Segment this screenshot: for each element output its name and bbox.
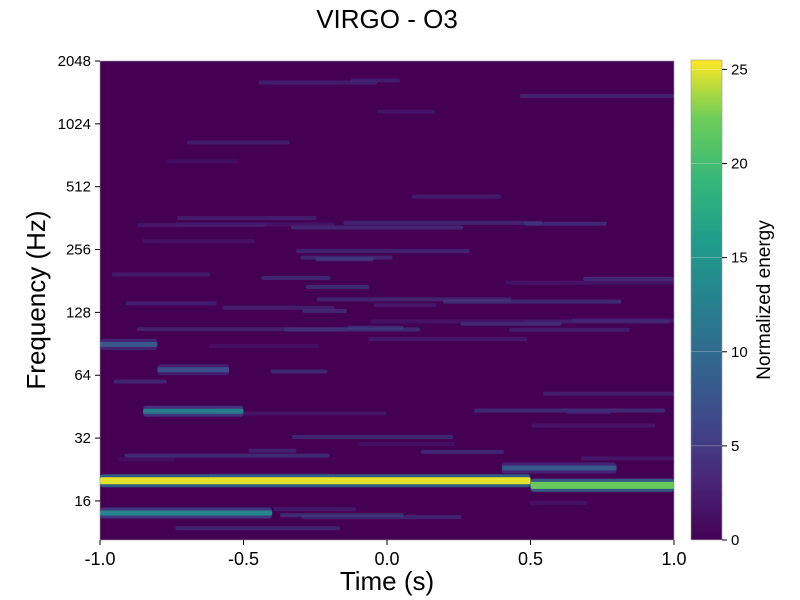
x-tick-label: -1.0 (84, 549, 115, 569)
texture-band (316, 297, 512, 302)
texture-band (542, 391, 674, 396)
y-tick-label: 16 (74, 493, 91, 510)
x-axis-ticks: -1.0 -0.5 0.0 0.5 1.0 (84, 540, 687, 569)
colorbar-tick-label: 10 (731, 344, 748, 361)
texture-band (111, 272, 211, 277)
y-axis-label: Frequency (Hz) (21, 210, 51, 389)
y-tick-label: 64 (74, 367, 91, 384)
texture-band (177, 216, 317, 221)
x-tick-label: 0.5 (518, 549, 543, 569)
texture-band (305, 285, 370, 290)
y-tick-label: 1024 (58, 116, 91, 133)
feature-band (100, 510, 273, 516)
texture-band (175, 222, 335, 227)
texture-band (270, 369, 328, 374)
colorbar-tick-label: 5 (731, 438, 739, 455)
texture-band (420, 449, 504, 454)
texture-band (368, 337, 528, 342)
y-tick-label: 128 (66, 304, 91, 321)
feature-band (100, 477, 531, 485)
texture-band (582, 276, 674, 281)
texture-band (273, 507, 357, 512)
texture-band (529, 501, 588, 506)
texture-band (580, 456, 674, 461)
texture-band (373, 303, 437, 308)
texture-band (113, 379, 167, 384)
texture-band (125, 301, 217, 306)
texture-band (208, 344, 320, 349)
texture-band (261, 275, 331, 280)
spectrogram-bands (111, 78, 674, 531)
spectrogram-features (100, 338, 674, 519)
texture-band (175, 526, 341, 531)
texture-band (222, 305, 335, 310)
texture-band (369, 319, 569, 324)
colorbar-ticks: 0 5 10 15 20 25 (691, 61, 748, 549)
colorbar-tick-label: 0 (731, 532, 739, 549)
texture-band (519, 94, 674, 99)
texture-band (509, 327, 630, 332)
texture-band (215, 411, 387, 416)
texture-band (357, 442, 455, 447)
texture-band (377, 109, 436, 114)
texture-band (187, 140, 290, 145)
y-tick-label: 256 (66, 242, 91, 259)
colorbar: 0 5 10 15 20 25 Normalized energy (690, 59, 775, 549)
colorbar-tick-label: 15 (731, 250, 748, 267)
y-tick-label: 512 (66, 179, 91, 196)
texture-band (566, 410, 611, 415)
feature-band (501, 465, 617, 471)
texture-band (118, 457, 176, 462)
texture-band (142, 239, 255, 244)
texture-band (302, 309, 347, 314)
texture-band (258, 80, 378, 85)
texture-band (248, 448, 297, 453)
texture-band (531, 423, 656, 428)
texture-band (350, 78, 401, 83)
texture-band (343, 220, 543, 225)
texture-band (166, 159, 239, 164)
x-axis-label: Time (s) (340, 566, 434, 596)
texture-band (296, 249, 470, 254)
y-axis-ticks: 16 32 64 128 256 512 1024 2048 (58, 53, 100, 510)
y-tick-label: 2048 (58, 53, 91, 70)
spectrogram-plot-area (100, 61, 674, 540)
feature-band (530, 481, 674, 489)
texture-band (292, 434, 454, 439)
colorbar-tick-label: 25 (731, 61, 748, 78)
feature-band (157, 367, 230, 373)
texture-band (280, 513, 404, 518)
texture-band (124, 453, 330, 458)
texture-band (315, 257, 374, 262)
texture-band (411, 194, 502, 199)
texture-band (571, 318, 674, 323)
texture-band (136, 327, 348, 332)
feature-band (143, 408, 244, 414)
y-tick-label: 32 (74, 430, 91, 447)
texture-band (505, 280, 674, 285)
chart-title: VIRGO - O3 (316, 4, 458, 34)
x-tick-label: 1.0 (661, 549, 686, 569)
texture-band (524, 221, 607, 226)
texture-band (290, 225, 464, 230)
feature-band (100, 341, 158, 347)
colorbar-tick-label: 20 (731, 156, 748, 173)
x-tick-label: 0.0 (374, 549, 399, 569)
colorbar-label: Normalized energy (754, 220, 775, 380)
colorbar-gradient (690, 59, 723, 541)
x-tick-label: -0.5 (228, 549, 259, 569)
